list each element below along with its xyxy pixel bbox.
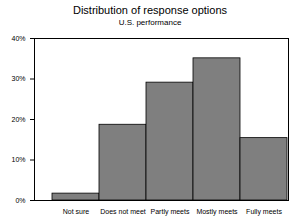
svg-text:Mostly meets: Mostly meets [196,208,238,216]
svg-text:20%: 20% [11,116,25,123]
svg-text:30%: 30% [11,75,25,82]
svg-text:0%: 0% [15,197,25,204]
html-text:Distribution of response optio: Distribution of response options [73,4,227,16]
svg-text:Fully meets: Fully meets [246,208,282,216]
svg-text:40%: 40% [11,35,25,42]
svg-text:Does not meet: Does not meet [100,208,146,215]
svg-text:Not sure: Not sure [63,208,90,215]
html-text:U.S. performance: U.S. performance [118,18,182,27]
svg-text:Partly meets: Partly meets [151,208,190,216]
svg-text:10%: 10% [11,156,25,163]
